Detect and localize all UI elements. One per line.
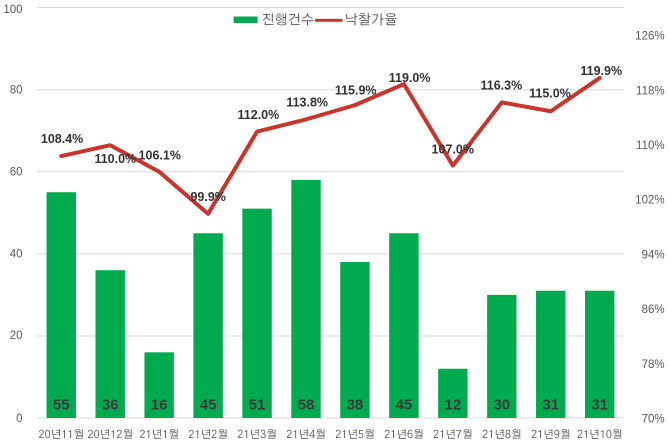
svg-text:55: 55 xyxy=(53,397,70,414)
svg-text:99.9%: 99.9% xyxy=(190,190,225,204)
svg-text:51: 51 xyxy=(249,397,266,414)
svg-text:100: 100 xyxy=(3,4,22,16)
svg-text:58: 58 xyxy=(298,397,315,414)
svg-text:119.9%: 119.9% xyxy=(580,64,622,78)
svg-text:86%: 86% xyxy=(642,304,665,316)
svg-text:30: 30 xyxy=(493,397,510,414)
svg-text:40: 40 xyxy=(10,249,23,261)
svg-text:113.8%: 113.8% xyxy=(286,95,328,109)
svg-text:12: 12 xyxy=(445,397,462,414)
svg-text:126%: 126% xyxy=(635,31,664,43)
svg-text:38: 38 xyxy=(347,397,364,414)
svg-text:108.4%: 108.4% xyxy=(41,132,83,146)
svg-text:45: 45 xyxy=(200,397,217,414)
svg-text:36: 36 xyxy=(102,397,119,414)
svg-text:31: 31 xyxy=(591,397,608,414)
svg-text:0: 0 xyxy=(16,413,22,425)
svg-text:60: 60 xyxy=(10,167,23,179)
svg-text:80: 80 xyxy=(10,85,23,97)
svg-text:20: 20 xyxy=(10,330,23,342)
svg-text:118%: 118% xyxy=(636,85,665,97)
svg-text:107.0%: 107.0% xyxy=(432,143,474,157)
svg-text:31: 31 xyxy=(542,397,559,414)
svg-text:116.3%: 116.3% xyxy=(480,78,522,92)
svg-text:106.1%: 106.1% xyxy=(139,149,181,163)
svg-text:115.9%: 115.9% xyxy=(335,83,377,97)
svg-text:110.0%: 110.0% xyxy=(94,152,136,166)
svg-text:115.0%: 115.0% xyxy=(529,87,571,101)
svg-text:112.0%: 112.0% xyxy=(238,108,280,122)
svg-text:110%: 110% xyxy=(636,140,665,152)
svg-text:119.0%: 119.0% xyxy=(389,71,431,85)
svg-text:94%: 94% xyxy=(642,249,665,261)
svg-text:78%: 78% xyxy=(642,359,665,371)
svg-text:45: 45 xyxy=(396,397,413,414)
svg-text:16: 16 xyxy=(151,397,168,414)
svg-text:102%: 102% xyxy=(635,195,664,207)
svg-text:70%: 70% xyxy=(642,414,665,426)
